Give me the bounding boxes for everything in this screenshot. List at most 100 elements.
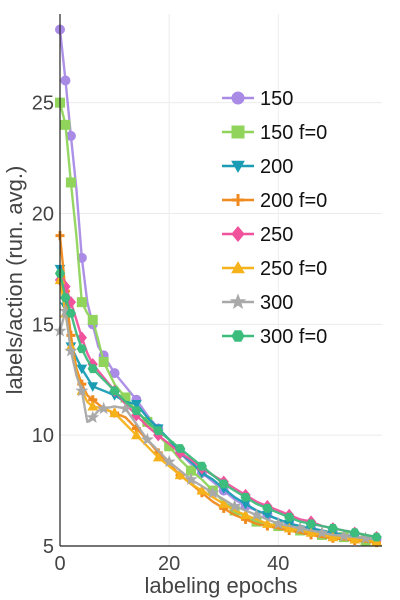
series-7-point-22 — [262, 503, 273, 513]
series-1-point-1 — [60, 119, 71, 130]
series-2-point-4 — [76, 364, 88, 375]
series-7-point-26 — [305, 519, 317, 529]
series-5-point-26 — [305, 527, 317, 537]
series-5-point-18 — [218, 498, 230, 508]
series-1-point-6 — [87, 314, 98, 325]
tick-labels: 5 10 15 20 250 20 40 — [32, 93, 290, 575]
series-5-point-28 — [327, 531, 339, 542]
series-6-point-18 — [206, 485, 220, 499]
series-7-point-2 — [65, 308, 76, 318]
series-5-point-10 — [131, 429, 142, 440]
legend-item-6: 300 — [222, 292, 293, 314]
series-0-point-1 — [60, 75, 71, 86]
series-2-point-6 — [87, 382, 99, 392]
series-5-point-8 — [109, 407, 120, 418]
series-5-point-30 — [349, 533, 361, 544]
series-6-point-24 — [271, 516, 285, 530]
legend-marker-6 — [229, 293, 247, 309]
legend-item-5: 250 f=0 — [222, 258, 327, 280]
series-7-point-30 — [349, 528, 360, 538]
series-6-point-10 — [118, 401, 132, 415]
series-markers-6 — [53, 304, 373, 544]
legend-label-4: 250 — [260, 224, 293, 246]
series-6-point-2 — [64, 344, 78, 357]
series-1-point-8 — [98, 357, 109, 368]
x-tick-label-1: 20 — [158, 553, 180, 575]
series-markers-7 — [54, 268, 382, 542]
series-1-point-2 — [65, 177, 76, 188]
series-7-point-14 — [174, 444, 186, 453]
series-7-point-24 — [284, 512, 295, 522]
series-5-point-12 — [152, 451, 164, 462]
y-tick-label-4: 25 — [32, 93, 54, 115]
legend-label-2: 200 — [260, 156, 293, 178]
x-tick-label-2: 40 — [267, 553, 289, 575]
series-6-point-6 — [86, 410, 100, 423]
series-7-point-16 — [196, 461, 207, 471]
series-7-point-12 — [153, 426, 164, 436]
legend-marker-5 — [231, 260, 245, 274]
series-5-point-16 — [196, 485, 208, 495]
legend-marker-3 — [232, 194, 244, 206]
grid — [59, 14, 382, 547]
legend-marker-1 — [231, 125, 245, 139]
series-7-point-32 — [371, 532, 382, 542]
y-tick-label-1: 10 — [32, 425, 54, 447]
series-6-point-12 — [140, 432, 154, 446]
series-6-point-22 — [249, 508, 263, 521]
series-7-point-20 — [240, 492, 251, 502]
legend-label-5: 250 f=0 — [260, 258, 327, 280]
series-6-point-16 — [184, 472, 198, 486]
legend-label-3: 200 f=0 — [260, 190, 327, 212]
series-6-point-20 — [228, 499, 242, 512]
y-tick-label-2: 15 — [32, 314, 54, 336]
legend-label-7: 300 f=0 — [260, 326, 327, 348]
series-7-point-18 — [218, 479, 229, 489]
legend-marker-7 — [231, 330, 245, 342]
series-6-point-30 — [337, 529, 351, 542]
series-markers-1 — [55, 97, 371, 546]
series-line-5 — [58, 279, 377, 543]
y-tick-label-3: 20 — [32, 204, 54, 226]
series-2-point-10 — [131, 400, 142, 410]
series-7-point-1 — [60, 293, 71, 303]
series-5-point-24 — [283, 522, 295, 533]
series-6-point-26 — [293, 521, 307, 534]
series-7-point-4 — [76, 344, 87, 354]
series-6-point-14 — [162, 454, 176, 468]
series-7 — [54, 268, 382, 542]
legend: 150 150 f=0 200 200 f=0 250 250 f=0 300 300 f=0 — [222, 88, 327, 348]
series-7-point-6 — [87, 364, 98, 374]
series-6-point-4 — [75, 383, 89, 397]
series-1-point-4 — [76, 297, 87, 308]
y-axis-label: labels/action (run. avg.) — [2, 166, 27, 395]
series-line-0 — [58, 29, 377, 541]
legend-item-2: 200 — [222, 156, 293, 178]
legend-marker-2 — [231, 160, 245, 174]
x-axis-label: labeling epochs — [145, 573, 298, 598]
series-5-point-6 — [87, 400, 99, 411]
legend-item-3: 200 f=0 — [222, 190, 327, 212]
series-layer — [53, 24, 382, 548]
series-7-point-8 — [109, 386, 120, 396]
legend-item-1: 150 f=0 — [222, 122, 327, 144]
legend-label-1: 150 f=0 — [260, 122, 327, 144]
legend-item-7: 300 f=0 — [222, 326, 327, 348]
legend-item-4: 250 — [222, 224, 293, 246]
axes — [59, 14, 382, 547]
legend-marker-4 — [231, 226, 245, 242]
series-7-point-10 — [131, 406, 142, 416]
legend-marker-0 — [231, 91, 245, 105]
legend-label-6: 300 — [260, 292, 293, 314]
series-5-point-14 — [174, 469, 186, 480]
series-line-1 — [58, 102, 377, 543]
series-5-point-20 — [240, 509, 251, 520]
series-6 — [53, 304, 377, 544]
legend-item-0: 150 — [222, 88, 293, 110]
legend-label-0: 150 — [260, 88, 293, 110]
series-6-point-8 — [97, 401, 111, 415]
y-tick-label-0: 5 — [43, 536, 54, 558]
series-6-point-28 — [315, 525, 329, 539]
series-7-point-28 — [327, 523, 338, 533]
